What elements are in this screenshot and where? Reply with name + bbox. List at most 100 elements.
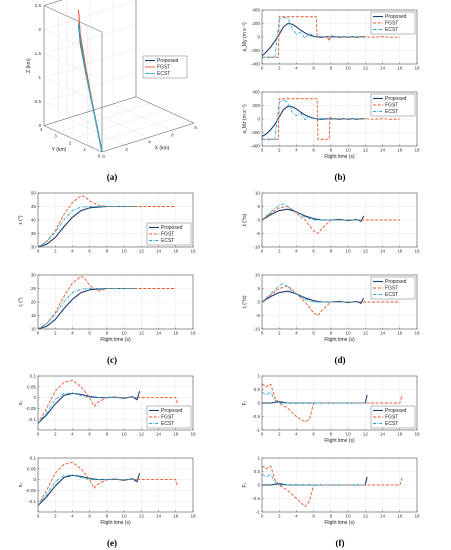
frame-edge — [43, 96, 137, 126]
grid-yz — [43, 53, 103, 81]
tick-label-x: 0 — [102, 154, 105, 159]
x-axis-label: Flight time (s) — [324, 520, 355, 526]
tick-label-y: -400 — [251, 144, 261, 149]
series-ecst — [38, 392, 138, 424]
x-axis-label: Flight time (s) — [100, 337, 131, 343]
frame-edge — [43, 0, 63, 6]
tick-label-x: 12 — [363, 432, 369, 437]
series-proposed — [262, 208, 365, 222]
series-fgst — [38, 461, 178, 506]
tick-label-x: 12 — [363, 66, 369, 71]
caption-a: (a) — [107, 172, 118, 182]
tick-label-x: 14 — [380, 148, 386, 153]
series-fgst — [38, 195, 176, 247]
tick-label-x: 16 — [397, 148, 403, 153]
tick-label-x: 12 — [139, 249, 145, 254]
tick-label-x: 8 — [330, 148, 333, 153]
tick-label-x: 4 — [71, 432, 74, 437]
tick-label-x: 4 — [295, 148, 298, 153]
grid-xy — [58, 103, 151, 133]
legend-label-proposed: Proposed — [385, 279, 407, 285]
y-axis-label: s₂ — [18, 483, 24, 488]
legend-box — [370, 11, 416, 35]
tick-label-y: -0.05 — [26, 488, 37, 493]
grid-xz — [43, 0, 137, 30]
tick-label-x: 4 — [295, 432, 298, 437]
tick-label-x: 18 — [414, 432, 420, 437]
tick-label-y: 0 — [257, 35, 260, 40]
tick-label-y: -10 — [253, 327, 260, 332]
tick-label-x: 8 — [330, 432, 333, 437]
tick-label-x: 2 — [278, 148, 281, 153]
tick-label-x: 18 — [414, 148, 420, 153]
tick-label-x: 8 — [330, 66, 333, 71]
subplot-f-0: 0 2 4 6 8 10 12 14 16 18 -1 -0.5 0 0.5 1 F₁ Flight time … — [242, 374, 420, 444]
tick-label-x: 18 — [190, 514, 196, 519]
tick-label-x: 0 — [37, 331, 40, 336]
tick-label-x: 16 — [173, 514, 179, 519]
tick-label-y: -10 — [253, 245, 260, 250]
tick-label-y: 400 — [252, 90, 260, 95]
tick-label-x: 10 — [346, 249, 352, 254]
series-ecst — [262, 99, 366, 140]
subplot-b-0: 0 2 4 6 8 10 12 14 16 18 -400 -200 0 200 400 a_My (m s⁻… — [242, 8, 420, 71]
tick-label-x: 16 — [397, 249, 403, 254]
tick-label-x: 10 — [122, 432, 128, 437]
tick-label-y: 0 — [257, 300, 260, 305]
tick-label-y: 4 — [40, 127, 43, 132]
tick-label-y: 0.05 — [27, 384, 36, 389]
tick-label-x: 18 — [414, 331, 420, 336]
caption-d: (d) — [335, 355, 346, 365]
tick-label-x: 10 — [122, 514, 128, 519]
subplot-e-1: 0 2 4 6 8 10 12 14 16 18 -0.1 -0.05 0 0.05 0.1 s₂ Flight… — [18, 456, 196, 526]
z-axis-label: Z (km) — [26, 58, 32, 73]
tick-label-x: 0 — [261, 148, 264, 153]
tick-label-y: 0 — [257, 483, 260, 488]
tick-label-z: 1.5 — [35, 51, 42, 56]
tick-label-y: -0.05 — [26, 406, 37, 411]
tick-label-x: 10 — [122, 249, 128, 254]
tick-label-y: -0.1 — [28, 499, 36, 504]
tick-label-y: -0.1 — [28, 417, 36, 422]
series-proposed — [38, 287, 138, 329]
tick-label-x: 2 — [125, 147, 128, 152]
legend-label-fgst: FGST — [385, 21, 398, 27]
x-axis-label: Flight time (s) — [324, 154, 355, 160]
tick-label-x: 2 — [278, 432, 281, 437]
panel-d: 0 2 4 6 8 10 12 14 16 18 -10 -5 0 5 10 ε̇ (°/s) 0 2 4 6 8 10 1… — [242, 191, 420, 343]
series-group — [262, 282, 400, 316]
caption-b: (b) — [335, 172, 346, 182]
tick-label-x: 6 — [88, 432, 91, 437]
legend-label-fgst: FGST — [385, 103, 398, 109]
legend-label-proposed: Proposed — [385, 96, 407, 102]
subplot-e-0: 0 2 4 6 8 10 12 14 16 18 -0.1 -0.05 0 0.05 0.1 s₁ Propos… — [18, 374, 196, 437]
series-group — [262, 383, 403, 423]
series-ecst — [262, 391, 366, 404]
tick-label-x: 0 — [261, 249, 264, 254]
tick-label-y: 50 — [31, 191, 37, 196]
tick-label-x: 16 — [397, 514, 403, 519]
tick-label-y: 35 — [31, 231, 37, 236]
grid-xz — [43, 24, 137, 54]
tick-label-y: 0 — [98, 154, 101, 159]
axis-frame — [37, 457, 194, 513]
axis-frame — [261, 375, 418, 431]
tick-label-y: 0.5 — [254, 387, 261, 392]
series-group — [38, 195, 176, 247]
series-group — [262, 16, 400, 58]
tick-label-y: -1 — [256, 510, 261, 515]
series-ecst — [262, 16, 366, 58]
series-ecst — [38, 288, 138, 329]
series-fgst — [262, 16, 400, 58]
tick-label-x: 6 — [88, 514, 91, 519]
tick-label-x: 6 — [312, 331, 315, 336]
subplot-c-0: 0 2 4 6 8 10 12 14 16 18 30 35 40 45 50 ε (°) ProposedFG… — [18, 191, 196, 254]
tick-label-x: 2 — [278, 66, 281, 71]
axis-frame — [37, 375, 194, 431]
tick-label-x: 6 — [312, 514, 315, 519]
